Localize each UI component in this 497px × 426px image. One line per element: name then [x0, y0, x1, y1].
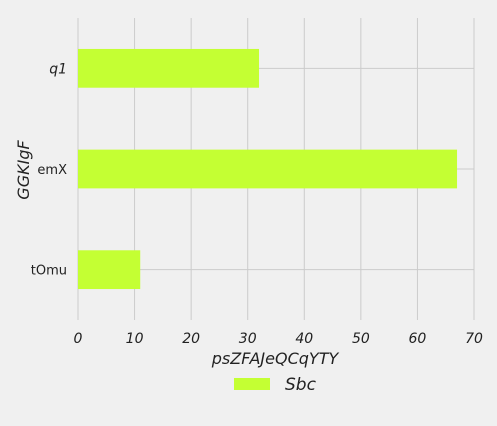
x-tick-label: 10	[126, 331, 144, 347]
y-tick-labels: q1 emX tOmu	[31, 61, 67, 278]
y-tick-label: q1	[49, 61, 67, 77]
x-tick-label: 0	[74, 331, 83, 347]
x-tick-label: 20	[182, 331, 200, 347]
x-tick-label: 60	[409, 331, 427, 347]
x-tick-label: 50	[352, 331, 370, 347]
y-tick-label: emX	[37, 163, 67, 178]
bar-tOmu	[78, 250, 141, 290]
y-tick-label: tOmu	[31, 264, 67, 279]
x-axis-title: psZFAJeQCqYTY	[211, 349, 340, 368]
y-axis-title: GGKIgF	[14, 140, 33, 200]
legend: Sbc	[234, 375, 317, 395]
x-tick-label: 70	[465, 331, 483, 347]
x-tick-labels: 0 10 20 30 40 50 60 70	[74, 331, 483, 347]
legend-label: Sbc	[285, 375, 317, 395]
bar-q1	[78, 48, 260, 88]
legend-swatch	[234, 378, 270, 390]
x-tick-label: 40	[295, 331, 313, 347]
bar-emX	[78, 149, 458, 189]
x-tick-label: 30	[239, 331, 257, 347]
bars	[78, 48, 458, 290]
